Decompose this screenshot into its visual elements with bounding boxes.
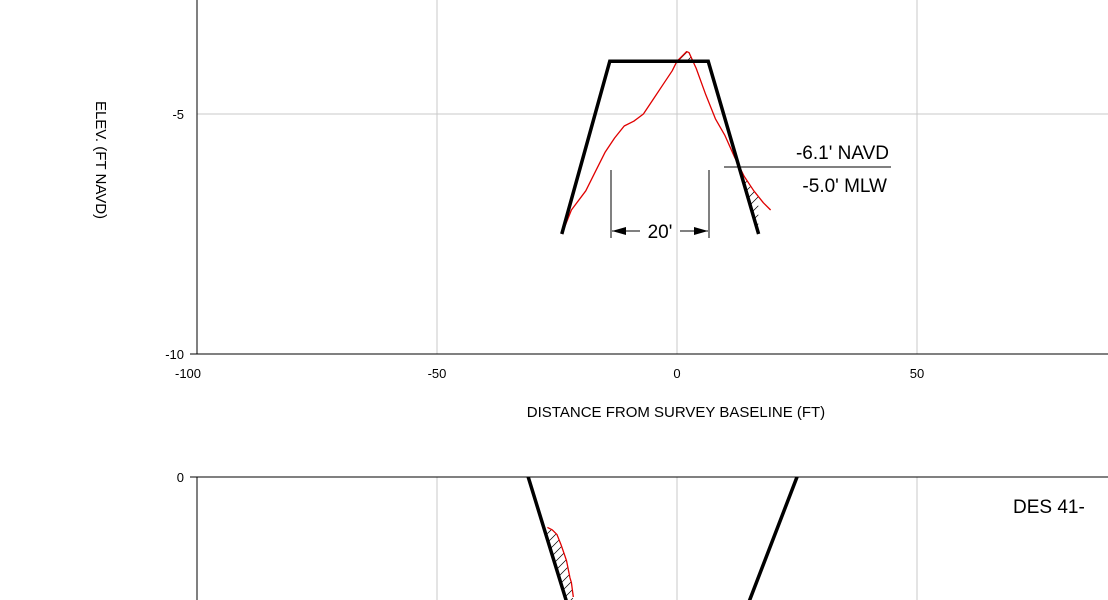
upper-survey-profile xyxy=(561,50,772,235)
upper-x-tick: -100 xyxy=(175,366,201,381)
upper-y-tick: -5 xyxy=(172,107,184,122)
upper-design-template xyxy=(560,59,761,235)
upper-x-tick: -50 xyxy=(428,366,447,381)
lower-grid xyxy=(436,477,918,600)
upper-grid xyxy=(197,0,1108,354)
y-axis-label-wrap: ELEV. (FT NAVD) xyxy=(92,101,109,219)
upper-panel: -5 -10 -100 -50 0 50 DISTANCE FROM SURVE… xyxy=(165,0,1108,421)
depth-mlw-label: -5.0' MLW xyxy=(802,176,887,197)
y-axis-label: ELEV. (FT NAVD) xyxy=(92,101,109,219)
bottom-width-label: 20' xyxy=(648,222,673,243)
lower-survey-profile xyxy=(547,526,574,598)
bottom-width-dimension: 20' xyxy=(610,170,710,243)
lower-panel: 0 DES 41- xyxy=(177,470,1108,600)
upper-excavation-hatch xyxy=(678,51,759,226)
upper-x-tick: 50 xyxy=(910,366,924,381)
upper-y-tick: -10 xyxy=(165,347,184,362)
lower-excavation-hatch xyxy=(547,529,574,600)
depth-navd-label: -6.1' NAVD xyxy=(796,143,889,164)
lower-y-tick: 0 xyxy=(177,470,184,485)
x-axis-label: DISTANCE FROM SURVEY BASELINE (FT) xyxy=(527,404,825,421)
upper-x-tick: 0 xyxy=(673,366,680,381)
lower-section-title: DES 41- xyxy=(1013,497,1085,518)
lower-design-template xyxy=(526,477,799,600)
